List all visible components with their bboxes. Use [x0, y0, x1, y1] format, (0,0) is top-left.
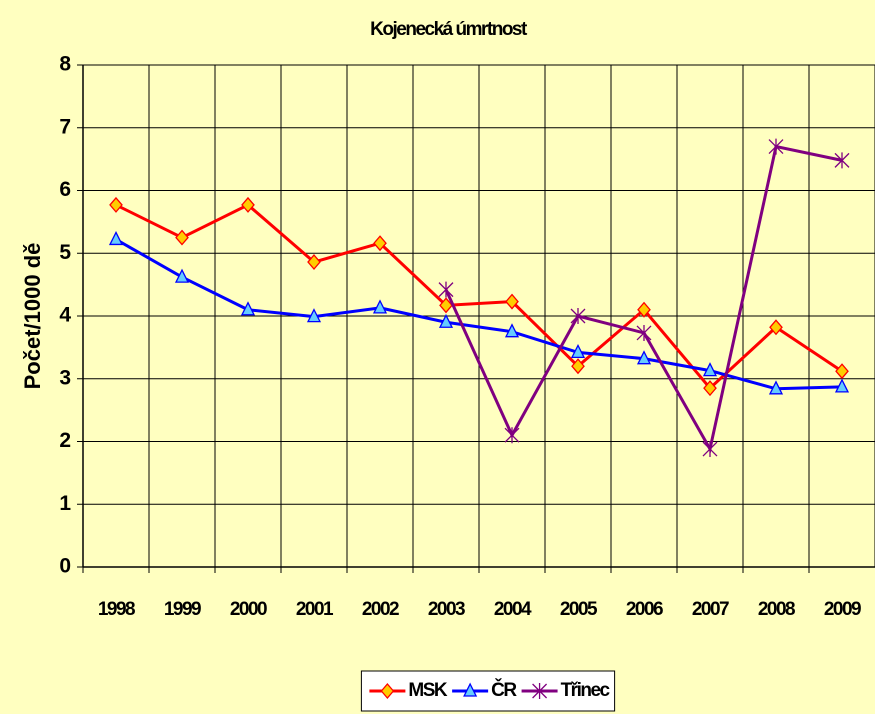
marker — [702, 441, 718, 458]
marker — [505, 293, 519, 310]
marker — [372, 299, 388, 314]
marker — [240, 301, 256, 316]
x-tick-label: 2000 — [230, 599, 267, 620]
x-tick-label: 2006 — [626, 599, 663, 620]
marker — [571, 358, 585, 375]
marker — [463, 682, 478, 697]
x-tick-label: 2007 — [692, 599, 729, 620]
series-line — [115, 238, 843, 391]
marker — [174, 268, 190, 283]
marker — [834, 378, 850, 393]
legend-entry: MSK — [369, 680, 449, 701]
marker — [504, 323, 520, 338]
chart-title: Kojenecká úmrtnost — [370, 19, 528, 40]
marker — [769, 319, 783, 336]
marker — [834, 152, 850, 169]
marker — [306, 308, 322, 323]
y-tick-label: 7 — [59, 115, 71, 138]
marker — [703, 380, 717, 397]
marker — [636, 324, 652, 341]
marker — [768, 138, 784, 155]
x-tick-label: 2001 — [296, 599, 334, 620]
series-line — [115, 203, 843, 391]
y-tick-label: 6 — [59, 178, 71, 201]
marker — [307, 254, 321, 271]
y-tick-label: 2 — [59, 429, 71, 452]
y-tick-label: 4 — [59, 304, 71, 327]
marker — [570, 343, 586, 359]
x-tick-label: 2004 — [494, 599, 532, 620]
x-tick-label: 1998 — [98, 599, 135, 620]
marker — [439, 297, 453, 314]
x-tick-label: 2002 — [362, 599, 399, 620]
y-axis-label: Počet/1000 dě — [20, 243, 45, 390]
x-tick-label: 2009 — [824, 599, 861, 620]
marker — [380, 683, 395, 699]
marker — [768, 380, 784, 395]
marker — [636, 350, 652, 365]
y-tick-label: 3 — [59, 366, 71, 389]
x-tick-label: 2008 — [758, 599, 795, 620]
marker — [637, 301, 651, 318]
x-tick-label: 1999 — [164, 599, 201, 620]
legend-entry: Třinec — [521, 680, 612, 701]
marker — [570, 308, 586, 324]
x-tick-label: 2003 — [428, 599, 465, 620]
marker — [504, 427, 520, 444]
marker — [532, 683, 548, 699]
y-tick-label: 1 — [59, 492, 71, 515]
marker — [175, 229, 189, 246]
marker — [438, 313, 454, 328]
marker — [835, 363, 849, 380]
marker — [108, 230, 124, 246]
marker — [109, 196, 123, 213]
marker — [373, 235, 387, 252]
legend-entry: ČR — [452, 679, 519, 701]
y-tick-label: 5 — [59, 241, 71, 264]
y-tick-label: 0 — [59, 555, 71, 578]
marker — [438, 281, 454, 298]
y-tick-label: 8 — [59, 53, 71, 76]
legend-label: ČR — [491, 679, 517, 701]
marker — [241, 196, 255, 213]
x-tick-label: 2005 — [560, 599, 598, 620]
marker — [702, 362, 718, 377]
legend-label: MSK — [408, 680, 448, 701]
legend-label: Třinec — [561, 680, 611, 701]
